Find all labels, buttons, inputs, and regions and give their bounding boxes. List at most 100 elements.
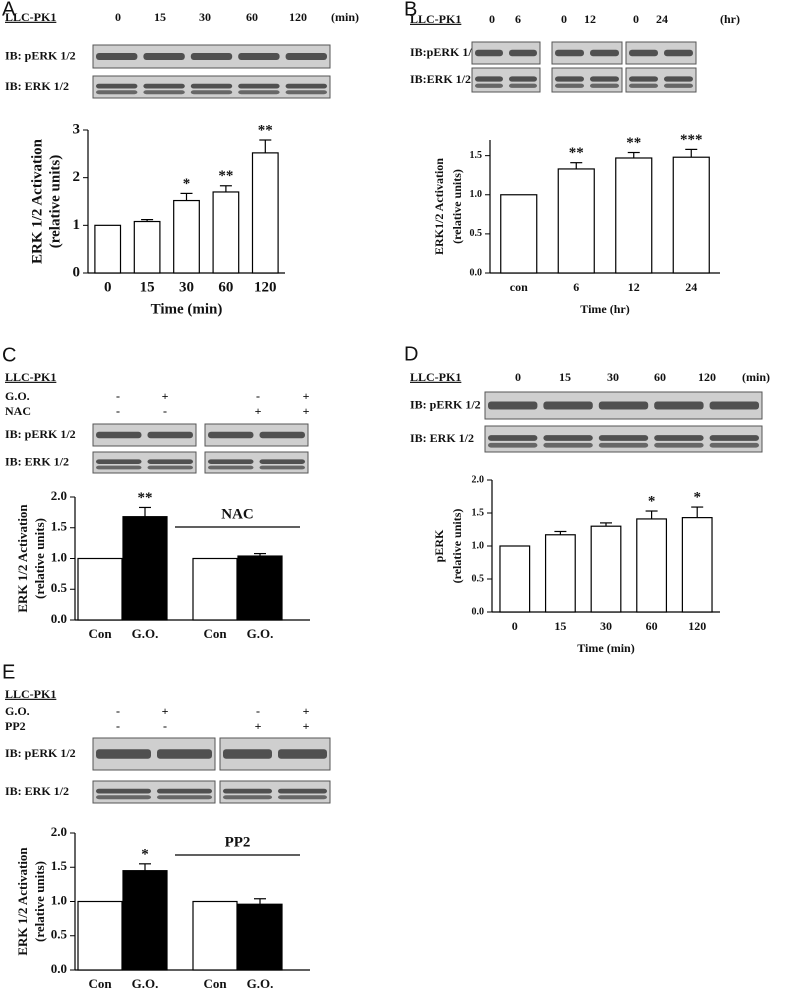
lane-unit: (min) — [331, 10, 359, 24]
blot-band — [259, 459, 305, 464]
y-tick-label: 1.5 — [470, 150, 483, 161]
blot-row-label: IB: pERK 1/2 — [5, 746, 76, 760]
bar — [122, 516, 168, 621]
x-tick-label: 60 — [646, 619, 658, 633]
treatment-sign: - — [256, 704, 260, 718]
significance-label: *** — [680, 132, 703, 148]
y-axis-label: (relative units) — [450, 509, 464, 584]
blot-band — [96, 749, 151, 759]
blot-band — [223, 749, 272, 759]
blot-band — [96, 431, 142, 439]
treatment-sign: - — [256, 389, 260, 403]
blot-row-label: IB: ERK 1/2 — [5, 784, 69, 798]
blot-band — [598, 435, 649, 441]
blot-band — [654, 401, 704, 410]
blot-band — [590, 76, 619, 82]
lane-unit: (hr) — [720, 12, 740, 26]
bar — [544, 534, 576, 613]
significance-label: ** — [569, 145, 584, 161]
blot-band — [664, 83, 693, 88]
x-tick-label: 120 — [688, 619, 706, 633]
blot-band — [629, 49, 658, 57]
y-tick-label: 3 — [73, 121, 81, 137]
lane-label: 12 — [584, 12, 596, 26]
treatment-sign: - — [116, 719, 120, 733]
blot-band — [488, 401, 538, 410]
y-tick-label: 1.5 — [472, 507, 485, 518]
x-tick-label: 0 — [104, 279, 112, 295]
y-axis-label: ERK 1/2 Activation — [15, 504, 30, 613]
lane-label: 60 — [246, 10, 258, 24]
blot-band — [238, 53, 280, 60]
cell-line-label: LLC-PK1 — [410, 370, 461, 384]
bar — [237, 903, 283, 971]
bar — [557, 168, 595, 274]
blot-band — [285, 90, 327, 95]
x-axis-label: Time (hr) — [580, 302, 629, 316]
blot-band — [509, 76, 537, 82]
treatment-label: G.O. — [5, 704, 30, 718]
x-tick-label: Con — [203, 626, 227, 641]
blot-band — [96, 788, 151, 794]
y-axis-label: (relative units) — [47, 155, 63, 248]
blot-band — [709, 442, 759, 448]
bar — [192, 557, 238, 621]
y-tick-label: 0 — [73, 264, 81, 280]
y-tick-label: 0.0 — [51, 611, 67, 626]
blot-band — [709, 401, 759, 410]
bar — [636, 518, 668, 613]
x-tick-label: G.O. — [247, 976, 274, 991]
x-tick-label: Con — [203, 976, 227, 991]
blot-band — [475, 49, 503, 57]
blot-band — [157, 788, 212, 794]
y-tick-label: 1.0 — [472, 540, 485, 551]
blot-band — [509, 49, 537, 57]
blot-image — [92, 423, 197, 447]
lane-unit: (min) — [742, 370, 770, 384]
x-tick-label: Con — [88, 626, 112, 641]
bar — [212, 191, 240, 274]
blot-band — [664, 76, 693, 82]
blot-band — [664, 49, 693, 57]
bar — [499, 545, 531, 613]
blot-band — [543, 401, 593, 410]
blot-band — [590, 49, 619, 57]
blot-band — [96, 465, 142, 470]
blot-band — [238, 83, 280, 89]
x-axis-label: Time (min) — [577, 641, 634, 655]
bar — [122, 870, 168, 971]
blot-band — [190, 83, 233, 89]
x-tick-label: 15 — [140, 279, 155, 295]
x-axis-label: Time (min) — [151, 301, 223, 317]
blot-band — [654, 435, 704, 441]
y-tick-label: 0.0 — [51, 961, 67, 976]
blot-band — [238, 90, 280, 95]
blot-row-label: IB: ERK 1/2 — [5, 454, 69, 468]
treatment-label: NAC — [5, 404, 31, 418]
blot-row-label: IB: pERK 1/2 — [5, 427, 76, 441]
y-tick-label: 2.0 — [51, 488, 67, 503]
blot-row-label: IB:pERK 1/2 — [410, 45, 478, 59]
x-tick-label: 30 — [179, 279, 194, 295]
blot-band — [96, 459, 142, 464]
cell-line-label: LLC-PK1 — [5, 10, 56, 24]
treatment-sign: - — [163, 404, 167, 418]
blot-band — [598, 442, 649, 448]
y-tick-label: 0.5 — [51, 927, 68, 942]
blot-row-label: IB:ERK 1/2 — [410, 72, 471, 86]
x-tick-label: 24 — [685, 280, 697, 294]
blot-band — [543, 442, 593, 448]
lane-label: 120 — [289, 10, 307, 24]
significance-label: * — [648, 493, 656, 509]
blot-band — [143, 53, 185, 60]
treatment-sign: + — [303, 719, 310, 733]
y-axis-label: pERK — [432, 529, 446, 562]
x-tick-label: G.O. — [247, 626, 274, 641]
blot-band — [96, 83, 138, 89]
significance-label: * — [141, 846, 149, 862]
blot-band — [629, 83, 658, 88]
x-tick-label: G.O. — [132, 976, 159, 991]
blot-row-label: IB: ERK 1/2 — [5, 79, 69, 93]
